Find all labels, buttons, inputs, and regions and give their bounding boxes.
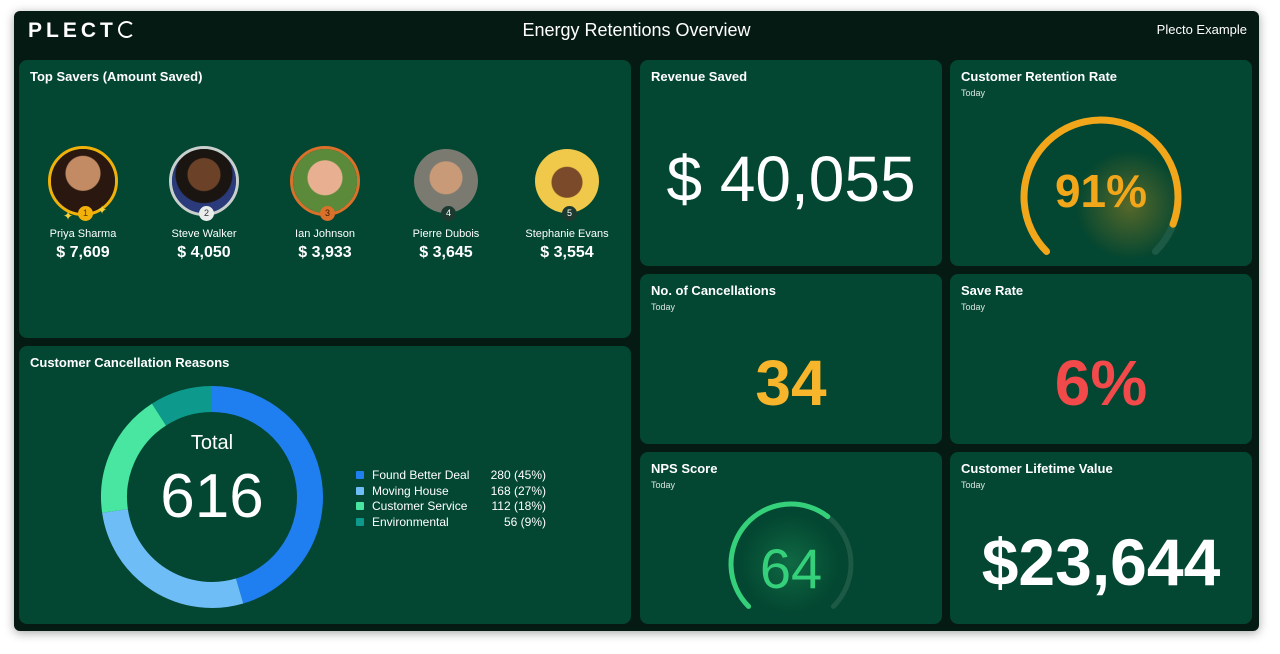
- nps-gauge: [728, 501, 854, 614]
- legend-value: 56 (9%): [503, 514, 546, 529]
- save-rate-subtitle: Today: [961, 302, 986, 312]
- legend-label: Environmental: [372, 514, 449, 529]
- dashboard-frame: PLECT Energy Retentions Overview Plecto …: [14, 11, 1259, 631]
- saver-name: Ian Johnson: [295, 228, 355, 240]
- legend-swatch: [356, 517, 364, 526]
- cancellations-value: 34: [755, 347, 827, 419]
- donut-legend: Found Better Deal 280 (45%) Moving House…: [356, 468, 546, 530]
- saver-name: Pierre Dubois: [412, 228, 480, 240]
- saver-amount: $ 3,554: [540, 244, 594, 261]
- top-savers-card: Top Savers (Amount Saved) ✦ ✦ 1 Priya Sh…: [19, 60, 631, 338]
- donut-slice-moving-house[interactable]: [102, 508, 244, 608]
- saver-2[interactable]: 2 Steve Walker $ 4,050: [149, 146, 259, 262]
- cancellations-title: No. of Cancellations: [651, 283, 776, 298]
- lifetime-value-card: Customer Lifetime Value Today $23,644: [950, 452, 1252, 624]
- nps-value: 64: [759, 537, 823, 600]
- avatar: ✦ ✦ 1: [48, 146, 118, 223]
- gauge-glow: [740, 514, 840, 614]
- legend-item[interactable]: Found Better Deal 280 (45%): [356, 468, 546, 484]
- saver-amount: $ 3,933: [298, 244, 352, 261]
- avatar: 5: [532, 146, 602, 221]
- donut-slice-found-better-deal[interactable]: [211, 386, 323, 604]
- gauge-fill: [728, 501, 831, 609]
- legend-value: 280 (45%): [490, 468, 546, 482]
- rank-badge: 2: [199, 206, 214, 221]
- saver-4[interactable]: 4 Pierre Dubois $ 3,645: [391, 146, 501, 262]
- donut-slice-environmental[interactable]: [151, 386, 213, 426]
- cancellation-donut-chart: [101, 386, 323, 608]
- sparkle-icon: ✦: [96, 203, 107, 217]
- saver-name: Stephanie Evans: [525, 228, 609, 240]
- legend-swatch: [356, 486, 364, 495]
- dashboard-title: Energy Retentions Overview: [522, 20, 751, 40]
- saver-3[interactable]: 3 Ian Johnson $ 3,933: [270, 146, 380, 262]
- saver-name: Steve Walker: [171, 228, 237, 240]
- avatar-photo: [172, 149, 236, 213]
- legend-label: Found Better Deal: [372, 468, 470, 482]
- revenue-saved-title: Revenue Saved: [651, 69, 748, 84]
- retention-rate-gauge: [1020, 116, 1185, 260]
- lifetime-value-subtitle: Today: [961, 480, 986, 490]
- cancellation-reasons-title: Customer Cancellation Reasons: [30, 355, 230, 370]
- save-rate-card: Save Rate Today 6%: [950, 274, 1252, 444]
- rank-badge: 5: [562, 206, 577, 221]
- rank-badge: 3: [320, 206, 335, 221]
- cancellation-reasons-card: Customer Cancellation Reasons Total 616 …: [19, 346, 631, 624]
- gauge-glow: [1075, 150, 1185, 260]
- retention-rate-value: 91%: [1054, 165, 1148, 217]
- donut-slice-customer-service[interactable]: [101, 403, 167, 513]
- account-name[interactable]: Plecto Example: [1156, 22, 1247, 37]
- top-bar: PLECT Energy Retentions Overview Plecto …: [14, 11, 1259, 51]
- revenue-saved-card: Revenue Saved $ 40,055: [640, 60, 942, 266]
- donut-total-value: 616: [160, 462, 264, 531]
- avatar-photo: [414, 149, 478, 213]
- saver-5[interactable]: 5 Stephanie Evans $ 3,554: [512, 146, 622, 262]
- avatar: 2: [169, 146, 239, 221]
- retention-rate-title: Customer Retention Rate: [961, 69, 1118, 84]
- legend-value: 112 (18%): [491, 499, 546, 513]
- save-rate-title: Save Rate: [961, 283, 1024, 298]
- lifetime-value-title: Customer Lifetime Value: [961, 461, 1113, 476]
- legend-item[interactable]: Environmental 56 (9%): [356, 515, 546, 531]
- revenue-saved-value: $ 40,055: [666, 143, 916, 215]
- saver-1[interactable]: ✦ ✦ 1 Priya Sharma $ 7,609: [28, 146, 138, 262]
- nps-card: NPS Score Today 64: [640, 452, 942, 624]
- avatar: 3: [290, 146, 360, 221]
- nps-subtitle: Today: [651, 480, 676, 490]
- avatar-photo: [535, 149, 599, 213]
- donut-total-label: Total: [190, 432, 234, 454]
- rank-badge: 1: [78, 206, 93, 221]
- nps-title: NPS Score: [651, 461, 718, 476]
- saver-name: Priya Sharma: [49, 228, 117, 240]
- save-rate-value: 6%: [1054, 347, 1148, 419]
- legend-item[interactable]: Moving House 168 (27%): [356, 484, 546, 500]
- logo-o-mark: [117, 21, 135, 38]
- plecto-logo[interactable]: PLECT: [28, 19, 135, 43]
- avatar-photo: [293, 149, 357, 213]
- retention-rate-subtitle: Today: [961, 88, 986, 98]
- avatar-photo: [51, 149, 115, 213]
- sparkle-icon: ✦: [63, 209, 74, 223]
- gauge-fill: [1020, 116, 1182, 255]
- legend-swatch: [356, 471, 364, 479]
- cancellations-card: No. of Cancellations Today 34: [640, 274, 942, 444]
- rank-badge: 4: [441, 206, 456, 221]
- top-savers-title: Top Savers (Amount Saved): [30, 69, 203, 84]
- cancellations-subtitle: Today: [651, 302, 676, 312]
- saver-amount: $ 7,609: [56, 244, 110, 261]
- legend-label: Moving House: [372, 483, 449, 498]
- saver-amount: $ 3,645: [419, 244, 473, 261]
- saver-amount: $ 4,050: [177, 244, 231, 261]
- retention-rate-card: Customer Retention Rate Today 91%: [950, 60, 1252, 266]
- legend-value: 168 (27%): [490, 483, 546, 498]
- avatar: 4: [411, 146, 481, 221]
- lifetime-value-value: $23,644: [981, 525, 1221, 599]
- legend-item[interactable]: Customer Service 112 (18%): [356, 499, 546, 515]
- legend-label: Customer Service: [372, 499, 468, 513]
- legend-swatch: [356, 502, 364, 510]
